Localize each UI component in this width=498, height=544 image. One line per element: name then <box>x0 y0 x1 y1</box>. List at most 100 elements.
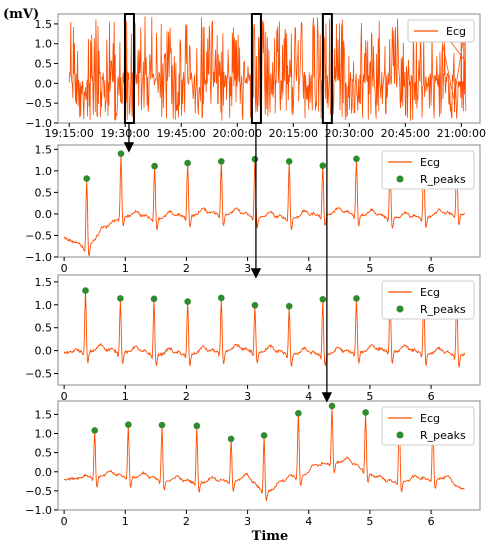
x-tick-label: 0 <box>61 390 68 403</box>
x-tick-label: 5 <box>366 262 373 275</box>
y-tick-label: 1.5 <box>35 276 53 289</box>
legend-box <box>381 406 475 446</box>
r-peak-point <box>83 175 91 182</box>
y-tick-label: 1.5 <box>35 18 53 31</box>
r-peak-point <box>125 421 132 429</box>
r-peak-point <box>217 158 225 165</box>
x-tick-label: 2 <box>183 262 190 275</box>
r-peak-point <box>295 409 302 417</box>
r-peak-point <box>151 162 158 170</box>
y-tick-label: 1.0 <box>35 299 53 312</box>
x-tick-label: 2 <box>183 515 190 528</box>
x-tick-label: 3 <box>244 515 251 528</box>
legend-rpeak-swatch <box>396 431 404 439</box>
panel-segment-2: −0.5 0.0 0.5 1.0 1.5 0 1 2 3 4 5 6 Ecg R_peaks <box>25 274 481 403</box>
plot-frame <box>57 274 481 386</box>
legend-ecg-label: Ecg <box>420 156 440 169</box>
y-tick-label: 0.5 <box>35 447 53 460</box>
x-tick-label: 21:00:00 <box>437 127 486 140</box>
panel-overview: −1.0 −0.5 0.0 0.5 1.0 1.5 19:15:00 19:30:00 19:4… <box>25 13 486 140</box>
y-tick-label: −0.5 <box>25 229 52 242</box>
ecg-series-line <box>63 406 465 502</box>
x-tick-label: 6 <box>428 262 435 275</box>
x-axis-label: Time <box>252 529 289 544</box>
legend-rpeak-label: R_peaks <box>420 173 466 186</box>
x-tick-label: 4 <box>305 390 312 403</box>
legend-box <box>407 19 475 43</box>
r-peak-point <box>150 295 158 303</box>
legend: Ecg R_peaks <box>381 150 475 190</box>
x-tick-label: 20:30:00 <box>325 127 374 140</box>
r-peak-point <box>227 435 235 443</box>
legend-rpeak-label: R_peaks <box>420 303 466 316</box>
legend-rpeak-label: R_peaks <box>420 429 466 442</box>
r-peak-point <box>184 159 191 167</box>
legend-box <box>381 150 475 190</box>
plot-frame <box>57 13 481 124</box>
r-peak-point <box>251 155 259 163</box>
r-peak-point <box>285 158 293 165</box>
x-tick-label: 5 <box>366 515 373 528</box>
x-tick-label: 1 <box>122 515 129 528</box>
y-tick-label: −1.0 <box>25 117 52 130</box>
r-peak-point <box>91 427 98 434</box>
y-tick-label: −1.0 <box>25 504 52 517</box>
x-tick-label: 6 <box>428 515 435 528</box>
y-tick-label: 0.0 <box>35 77 53 90</box>
r-peak-point <box>353 295 360 302</box>
y-tick-label: 1.5 <box>35 408 53 421</box>
y-tick-label: 1.0 <box>35 165 53 178</box>
y-tick-label: 0.0 <box>35 466 53 479</box>
y-tick-label: 0.5 <box>35 186 53 199</box>
x-tick-label: 6 <box>428 390 435 403</box>
legend-rpeak-swatch <box>396 175 404 183</box>
r-peak-point <box>353 155 360 163</box>
r-peak-point <box>319 295 327 303</box>
r-peak-point <box>117 150 125 157</box>
x-tick-label: 1 <box>122 262 129 275</box>
x-tick-label: 1 <box>122 390 129 403</box>
x-tick-label: 2 <box>183 390 190 403</box>
legend-ecg-label: Ecg <box>420 412 440 425</box>
legend-ecg-label: Ecg <box>446 25 466 38</box>
y-tick-label: 0.0 <box>35 208 53 221</box>
y-axis-label: (mV) <box>3 7 39 22</box>
plot-frame <box>57 400 481 511</box>
x-tick-label: 20:15:00 <box>269 127 318 140</box>
x-tick-label: 20:00:00 <box>213 127 262 140</box>
plot-frame <box>57 144 481 258</box>
y-tick-label: −0.5 <box>25 485 52 498</box>
x-tick-label: 3 <box>244 390 251 403</box>
y-tick-label: −1.0 <box>25 251 52 264</box>
r-peak-point <box>193 422 201 430</box>
r-peak-point <box>117 295 124 302</box>
panel-segment-3: −1.0 −0.5 0.0 0.5 1.0 1.5 0 1 2 3 4 5 6 Ecg R_peaks <box>25 400 481 528</box>
x-tick-label: 0 <box>61 515 68 528</box>
ecg-series-line <box>68 16 467 121</box>
legend: Ecg <box>407 19 475 43</box>
panel-segment-1: −1.0 −0.5 0.0 0.5 1.0 1.5 0 1 2 3 4 5 6 Ecg R_peaks <box>25 143 481 275</box>
x-tick-label: 4 <box>305 515 312 528</box>
y-tick-label: 0.5 <box>35 58 53 71</box>
x-tick-label: 19:15:00 <box>45 127 94 140</box>
x-tick-label: 19:45:00 <box>157 127 206 140</box>
x-tick-label: 4 <box>305 262 312 275</box>
y-tick-label: 1.5 <box>35 143 53 156</box>
r-peak-point <box>158 421 166 429</box>
ecg-series-line <box>63 155 466 257</box>
r-peak-point <box>328 402 336 410</box>
x-tick-label: 3 <box>244 262 251 275</box>
y-tick-label: 0.5 <box>35 322 53 335</box>
r-peak-point <box>285 302 293 310</box>
x-tick-label: 5 <box>366 390 373 403</box>
r-peak-point <box>82 287 89 294</box>
y-tick-label: −0.5 <box>25 368 52 381</box>
r-peak-point <box>251 301 259 309</box>
legend: Ecg R_peaks <box>381 406 475 446</box>
r-peak-point <box>362 409 369 416</box>
y-tick-label: 0.0 <box>35 345 53 358</box>
r-peak-point <box>319 162 327 169</box>
x-tick-label: 19:30:00 <box>101 127 150 140</box>
r-peak-point <box>184 298 191 305</box>
